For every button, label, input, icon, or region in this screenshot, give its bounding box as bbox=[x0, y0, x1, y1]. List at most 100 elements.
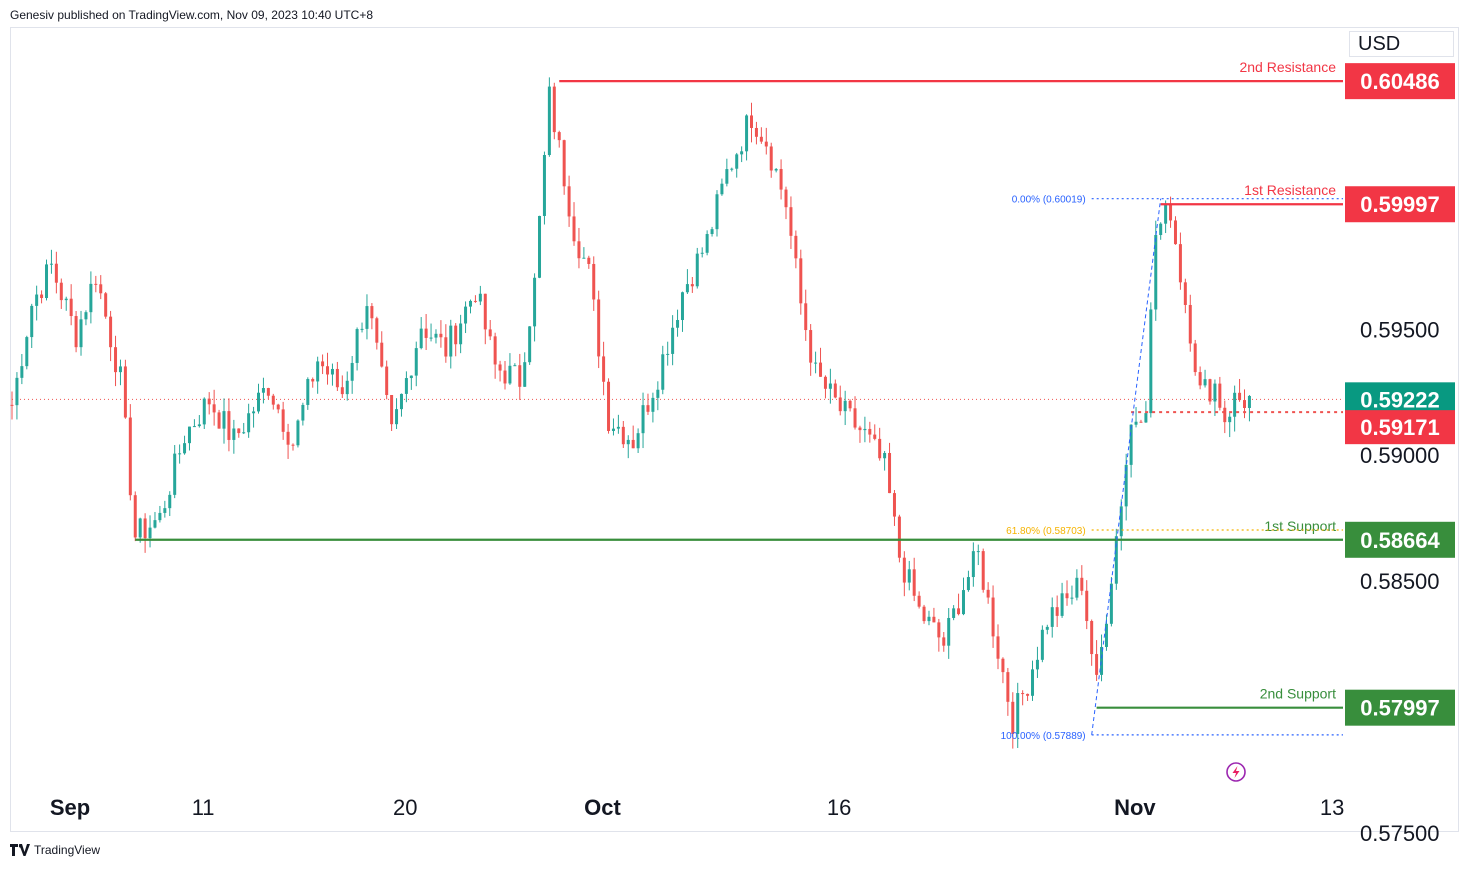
candle-body bbox=[513, 365, 517, 367]
candle-body bbox=[843, 400, 847, 412]
candle-body bbox=[25, 337, 29, 367]
candle-body bbox=[730, 168, 734, 170]
candle-body bbox=[542, 155, 546, 216]
candle-body bbox=[173, 453, 177, 495]
candle-body bbox=[602, 356, 606, 382]
candle-body bbox=[715, 194, 719, 230]
candle-body bbox=[927, 616, 931, 622]
candle-body bbox=[281, 409, 285, 432]
candle-body bbox=[858, 427, 862, 431]
candle-body bbox=[291, 444, 295, 446]
candle-body bbox=[794, 235, 798, 259]
candle-body bbox=[335, 368, 339, 388]
lightning-icon[interactable] bbox=[1226, 762, 1246, 782]
candle-body bbox=[814, 362, 818, 364]
candle-body bbox=[611, 428, 615, 431]
fibonacci-levels: 0.00% (0.60019) 61.80% (0.58703) 100.00% (… bbox=[1001, 195, 1343, 742]
candle-body bbox=[789, 207, 793, 236]
candle-body bbox=[153, 520, 157, 528]
candle-body bbox=[355, 329, 359, 363]
candle-body bbox=[1243, 400, 1246, 408]
candle-body bbox=[464, 306, 468, 324]
candle-body bbox=[395, 409, 399, 425]
candle-body bbox=[937, 622, 941, 638]
candle-body bbox=[523, 362, 527, 387]
candle-body bbox=[888, 452, 892, 494]
candle-body bbox=[996, 636, 1000, 659]
candle-body bbox=[163, 508, 167, 513]
candle-body bbox=[700, 252, 704, 254]
candle-body bbox=[232, 428, 236, 440]
candle-body bbox=[966, 577, 970, 591]
candle-body bbox=[197, 424, 201, 427]
candle-body bbox=[819, 362, 823, 377]
candle-body bbox=[754, 127, 758, 137]
candle-body bbox=[892, 493, 896, 517]
candle-body bbox=[976, 551, 980, 553]
candle-body bbox=[538, 215, 542, 278]
candle-body bbox=[123, 366, 127, 418]
candle-body bbox=[99, 284, 103, 294]
candle-body bbox=[79, 319, 83, 348]
candle-body bbox=[360, 328, 364, 330]
candle-body bbox=[710, 229, 714, 235]
candle-body bbox=[1016, 693, 1020, 734]
candle-body bbox=[311, 379, 315, 382]
candle-body bbox=[118, 366, 122, 373]
currency-button[interactable]: USD bbox=[1349, 31, 1454, 57]
x-tick-label: 20 bbox=[393, 795, 417, 820]
chart-frame bbox=[10, 27, 1459, 832]
candle-body bbox=[902, 557, 906, 583]
candle-body bbox=[212, 404, 216, 413]
y-tick-label: 0.58500 bbox=[1360, 569, 1440, 594]
tradingview-brand[interactable]: TradingView bbox=[10, 843, 100, 857]
candle-body bbox=[750, 115, 753, 128]
candle-body bbox=[957, 608, 961, 615]
candle-body bbox=[301, 404, 305, 421]
level-price-tag bbox=[1345, 63, 1455, 100]
level-name: 2nd Support bbox=[1260, 686, 1336, 702]
candle-body bbox=[316, 361, 320, 382]
candle-body bbox=[1119, 506, 1123, 537]
candle-body bbox=[1228, 416, 1232, 423]
candle-body bbox=[69, 298, 73, 317]
candle-body bbox=[735, 154, 739, 169]
candlesticks bbox=[10, 77, 1251, 749]
candle-body bbox=[276, 404, 280, 410]
candle-body bbox=[863, 428, 867, 431]
candle-body bbox=[833, 383, 837, 398]
candle-body bbox=[1090, 621, 1094, 655]
candle-body bbox=[838, 397, 842, 412]
candle-body bbox=[823, 376, 827, 389]
candle-body bbox=[799, 258, 803, 304]
candle-body bbox=[89, 283, 93, 313]
candle-body bbox=[40, 294, 44, 299]
candle-body bbox=[597, 299, 601, 357]
candle-body bbox=[148, 527, 152, 539]
x-tick-label: 11 bbox=[192, 795, 215, 820]
candle-body bbox=[109, 316, 113, 348]
candle-body bbox=[1193, 343, 1197, 373]
candle-body bbox=[409, 375, 413, 379]
candle-body bbox=[419, 328, 423, 349]
candle-body bbox=[577, 241, 581, 259]
candle-body bbox=[764, 141, 768, 147]
candle-body bbox=[45, 264, 49, 299]
candle-body bbox=[784, 189, 788, 208]
candle-body bbox=[1203, 379, 1207, 386]
candle-body bbox=[1154, 235, 1158, 310]
candle-body bbox=[661, 354, 665, 390]
candle-body bbox=[971, 551, 975, 578]
candle-body bbox=[828, 383, 832, 389]
candle-body bbox=[473, 300, 477, 302]
candle-body bbox=[651, 397, 655, 412]
candle-body bbox=[15, 377, 19, 406]
candle-body bbox=[853, 408, 857, 428]
candle-body bbox=[981, 551, 985, 590]
candle-body bbox=[128, 417, 132, 496]
candle-body bbox=[912, 569, 916, 596]
candle-body bbox=[1129, 424, 1133, 465]
candle-body bbox=[626, 439, 630, 445]
fib-trend-line bbox=[1091, 198, 1162, 735]
